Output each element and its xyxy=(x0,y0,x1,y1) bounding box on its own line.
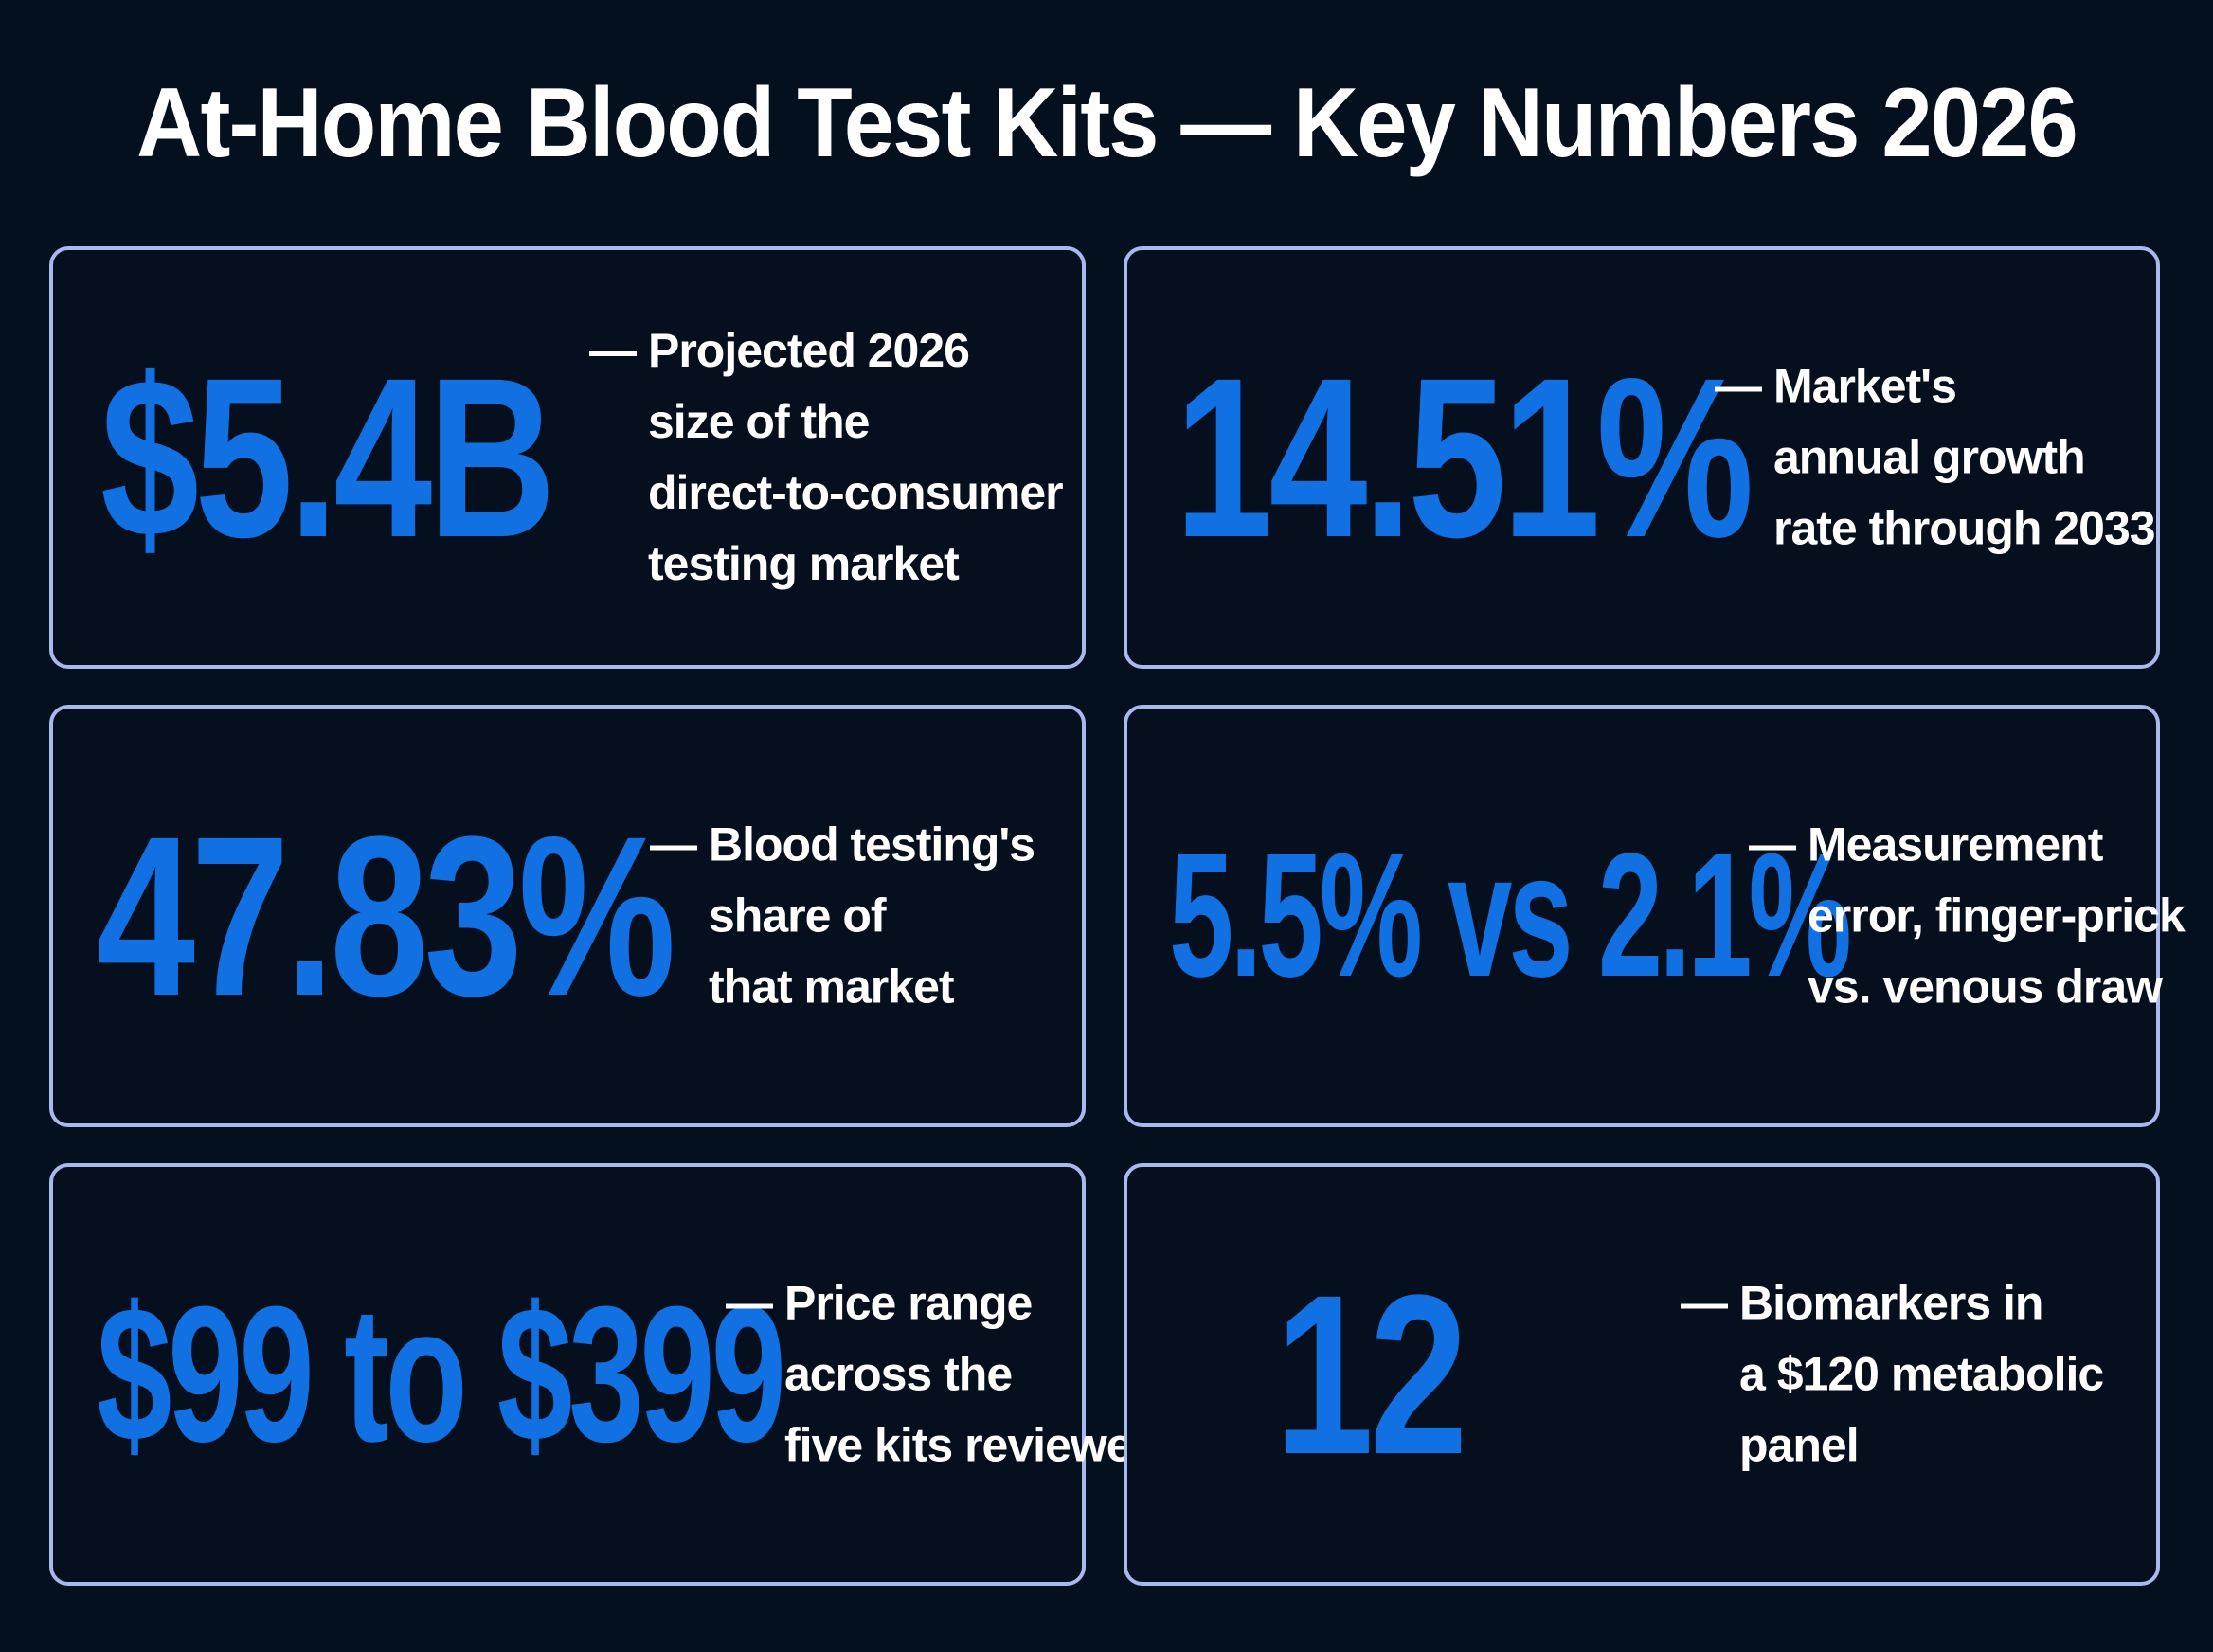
stat-description-line: Market's xyxy=(1773,359,1957,413)
stat-card-blood-share: 47.83% — Blood testing's share of that m… xyxy=(49,705,1086,1127)
stat-description-line: Blood testing's xyxy=(709,817,1035,871)
stat-description: — Projected 2026 size of the direct-to-c… xyxy=(589,315,1064,600)
stat-description-line: that market xyxy=(709,960,955,1014)
stat-description-line: Measurement xyxy=(1808,817,2103,871)
stat-description: — Biomarkers in a $120 metabolic panel xyxy=(1681,1268,2104,1481)
stat-description: — Market's annual growth rate through 20… xyxy=(1715,351,2156,565)
stat-value: 12 xyxy=(1275,1248,1468,1501)
stat-card-growth-rate: 14.51% — Market's annual growth rate thr… xyxy=(1124,246,2160,669)
stat-description-line: panel xyxy=(1739,1418,1860,1472)
stat-card-biomarkers: 12 — Biomarkers in a $120 metabolic pane… xyxy=(1124,1163,2160,1586)
stat-description-line: Biomarkers in xyxy=(1739,1276,2043,1330)
stat-description-line: size of the xyxy=(648,395,870,448)
stat-description: — Price range across the five kits revie… xyxy=(726,1268,1160,1481)
dash-marker: — xyxy=(1681,1276,1728,1330)
stat-description-line: Projected 2026 xyxy=(648,324,970,377)
stat-description-line: five kits reviewed xyxy=(784,1418,1160,1472)
stat-value: 14.51% xyxy=(1175,331,1754,584)
stat-value: 47.83% xyxy=(97,789,676,1043)
stat-description-line: a $120 metabolic xyxy=(1739,1347,2104,1401)
stat-description: — Measurement error, finger-prick vs. ve… xyxy=(1749,810,2186,1023)
stat-card-market-size: $5.4B — Projected 2026 size of the direc… xyxy=(49,246,1086,669)
stat-description-line: rate through 2033 xyxy=(1773,501,2156,555)
stat-description-line: error, finger-prick xyxy=(1808,889,2186,943)
stat-description-line: testing market xyxy=(648,537,960,590)
stat-value: $99 to $399 xyxy=(97,1266,786,1482)
dash-marker: — xyxy=(589,324,637,377)
dash-marker: — xyxy=(1715,359,1762,413)
stat-description-line: vs. venous draw xyxy=(1808,960,2163,1014)
dash-marker: — xyxy=(726,1276,773,1330)
dash-marker: — xyxy=(650,817,697,871)
stat-description-line: Price range xyxy=(784,1276,1033,1330)
stat-description-line: across the xyxy=(784,1347,1013,1401)
stat-value: $5.4B xyxy=(100,331,556,584)
stat-description-line: annual growth xyxy=(1773,430,2086,484)
dash-marker: — xyxy=(1749,817,1796,871)
stat-description-line: direct-to-consumer xyxy=(648,466,1064,519)
stat-value: 5.5% vs 2.1% xyxy=(1169,817,1852,1014)
page-title: At-Home Blood Test Kits — Key Numbers 20… xyxy=(136,68,2078,178)
stat-description-line: share of xyxy=(709,889,887,943)
stat-description: — Blood testing's share of that market xyxy=(650,810,1035,1023)
stat-card-price-range: $99 to $399 — Price range across the fiv… xyxy=(49,1163,1160,1586)
stat-card-measurement-error: 5.5% vs 2.1% — Measurement error, finger… xyxy=(1124,705,2186,1127)
